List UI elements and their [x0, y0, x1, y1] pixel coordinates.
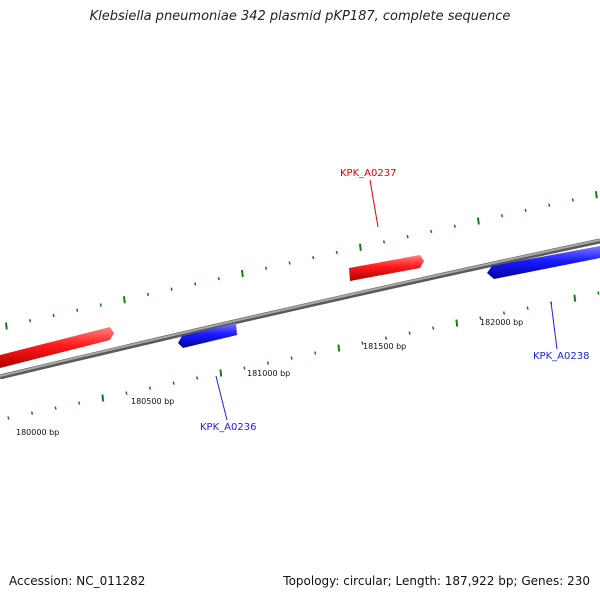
scale-tick [52, 313, 55, 318]
scale-tick [524, 208, 527, 213]
scale-tick [243, 366, 246, 370]
scale-tick [571, 198, 574, 202]
scale-tick [101, 394, 105, 402]
gene-kpk-a0238[interactable] [487, 246, 600, 279]
sequence-summary: Topology: circular; Length: 187,922 bp; … [283, 574, 590, 588]
scale-tick [99, 303, 102, 307]
scale-tick [76, 308, 79, 312]
scale-tick [406, 235, 409, 239]
scale-label-181500: 181500 bp [363, 342, 406, 351]
scale-label-181000: 181000 bp [247, 369, 290, 378]
scale-tick [361, 341, 364, 345]
scale-tick [453, 224, 456, 228]
scale-tick [430, 229, 433, 234]
scale-tick [148, 386, 152, 390]
scale-tick [125, 391, 128, 395]
scale-tick [54, 406, 57, 410]
scale-tick [455, 319, 459, 327]
scale-tick [217, 277, 220, 281]
scale-tick [172, 381, 175, 385]
scale-tick [290, 356, 293, 360]
scale-tick [548, 203, 551, 207]
scale-tick [7, 416, 10, 420]
scale-tick [359, 243, 362, 251]
scale-tick [78, 401, 81, 405]
scale-tick [335, 250, 338, 255]
scale-tick [241, 269, 244, 278]
scale-tick [146, 292, 150, 297]
map-title: Klebsiella pneumoniae 342 plasmid pKP187… [89, 9, 511, 24]
scale-tick [408, 331, 411, 335]
tick-track-inner [7, 291, 600, 420]
scale-tick [502, 311, 506, 315]
scale-tick [194, 282, 197, 286]
scale-tick [382, 240, 386, 244]
scale-tick [573, 294, 577, 302]
scale-tick [196, 376, 199, 380]
scale-tick [595, 191, 598, 199]
scale-tick [479, 316, 482, 320]
scale-tick [28, 319, 32, 323]
scale-label-180000: 180000 bp [16, 428, 59, 437]
scale-tick [170, 287, 173, 291]
gene-label-kpk-a0238: KPK_A0238 [533, 351, 589, 362]
scale-tick [219, 369, 223, 377]
scale-tick [597, 291, 600, 295]
tick-track-outer [5, 191, 598, 330]
gene-label-kpk-a0236: KPK_A0236 [200, 422, 256, 433]
gene-forward-left [0, 327, 114, 368]
accession-text: Accession: NC_011282 [9, 574, 146, 588]
scale-tick [500, 214, 504, 218]
scale-tick [5, 322, 8, 330]
gene-kpk-a0236[interactable] [178, 323, 237, 348]
scale-label-180500: 180500 bp [131, 397, 174, 406]
scale-label-182000: 182000 bp [480, 318, 523, 327]
scale-tick [312, 256, 315, 260]
gene-kpk-a0237[interactable] [349, 255, 424, 281]
backbone-line [0, 238, 600, 380]
scale-tick [123, 296, 126, 304]
scale-tick [384, 336, 388, 340]
scale-tick [266, 361, 270, 365]
scale-tick [526, 306, 529, 310]
gene-label-kpk-a0237: KPK_A0237 [340, 168, 396, 179]
scale-tick [432, 326, 435, 330]
scale-tick [30, 411, 34, 415]
scale-tick [264, 266, 268, 270]
scale-tick [288, 261, 291, 265]
scale-tick [337, 344, 341, 352]
scale-tick [314, 351, 317, 355]
scale-tick [477, 217, 480, 225]
